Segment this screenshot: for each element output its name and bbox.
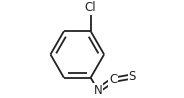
Text: Cl: Cl xyxy=(85,1,96,14)
Text: N: N xyxy=(94,84,102,97)
Text: S: S xyxy=(129,70,136,83)
Text: C: C xyxy=(109,73,117,86)
